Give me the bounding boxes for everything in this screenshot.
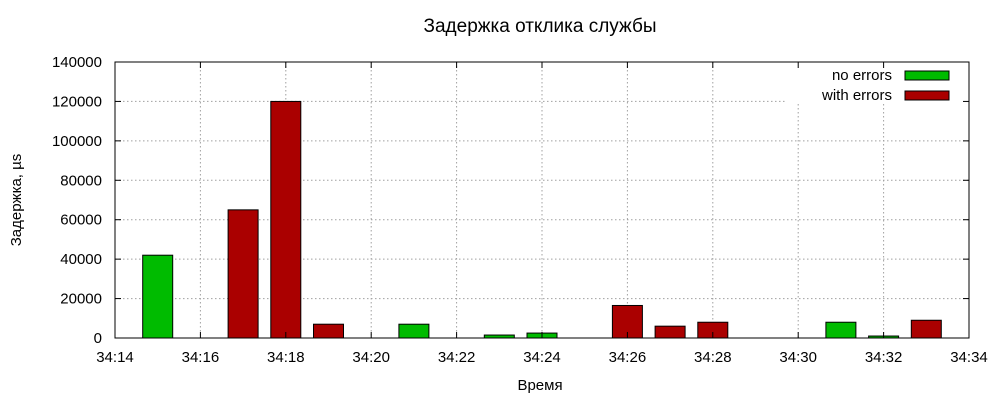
x-tick-label: 34:32: [865, 349, 903, 366]
x-tick-label: 34:16: [182, 349, 220, 366]
y-tick-label: 20000: [60, 291, 102, 308]
legend-swatch-with-errors: [904, 90, 950, 101]
x-axis-ticks: 34:14 34:16 34:18 34:20 34:22 34:24 34:26 34:28…: [96, 62, 988, 366]
bar-no-errors-34-15: [142, 254, 174, 339]
x-tick-label: 34:34: [950, 349, 988, 366]
legend-label-no-errors: no errors: [832, 67, 892, 84]
legend-label-with-errors: with errors: [821, 87, 892, 104]
x-tick-label: 34:22: [438, 349, 476, 366]
bar-with-errors-34-27: [654, 325, 686, 339]
bar-with-errors-34-18: [270, 100, 302, 339]
y-tick-label: 40000: [60, 251, 102, 268]
x-tick-label: 34:20: [352, 349, 390, 366]
bar-no-errors-34-21: [398, 323, 430, 339]
y-tick-label: 140000: [52, 54, 102, 71]
y-tick-label: 80000: [60, 172, 102, 189]
bars: [142, 100, 942, 339]
x-tick-label: 34:26: [609, 349, 647, 366]
x-tick-label: 34:30: [779, 349, 817, 366]
bar-no-errors-34-31: [825, 321, 857, 339]
y-tick-label: 120000: [52, 93, 102, 110]
x-tick-label: 34:24: [523, 349, 561, 366]
y-axis-ticks: 0 20000 40000 60000 80000 100000 120000 140000: [52, 54, 969, 347]
x-tick-label: 34:28: [694, 349, 732, 366]
x-axis-label: Время: [517, 377, 562, 394]
y-axis-label: Задержка, µs: [8, 154, 25, 247]
y-tick-label: 100000: [52, 133, 102, 150]
x-tick-label: 34:14: [96, 349, 134, 366]
legend: no errors with errors: [821, 67, 950, 104]
bar-with-errors-34-19: [313, 323, 344, 339]
bar-with-errors-34-17: [227, 209, 259, 339]
y-tick-label: 0: [94, 330, 102, 347]
grid: [115, 62, 969, 338]
bar-with-errors-34-33: [910, 319, 942, 339]
y-tick-label: 60000: [60, 212, 102, 229]
chart-title: Задержка отклика службы: [424, 16, 657, 37]
legend-swatch-no-errors: [904, 70, 950, 81]
x-tick-label: 34:18: [267, 349, 305, 366]
